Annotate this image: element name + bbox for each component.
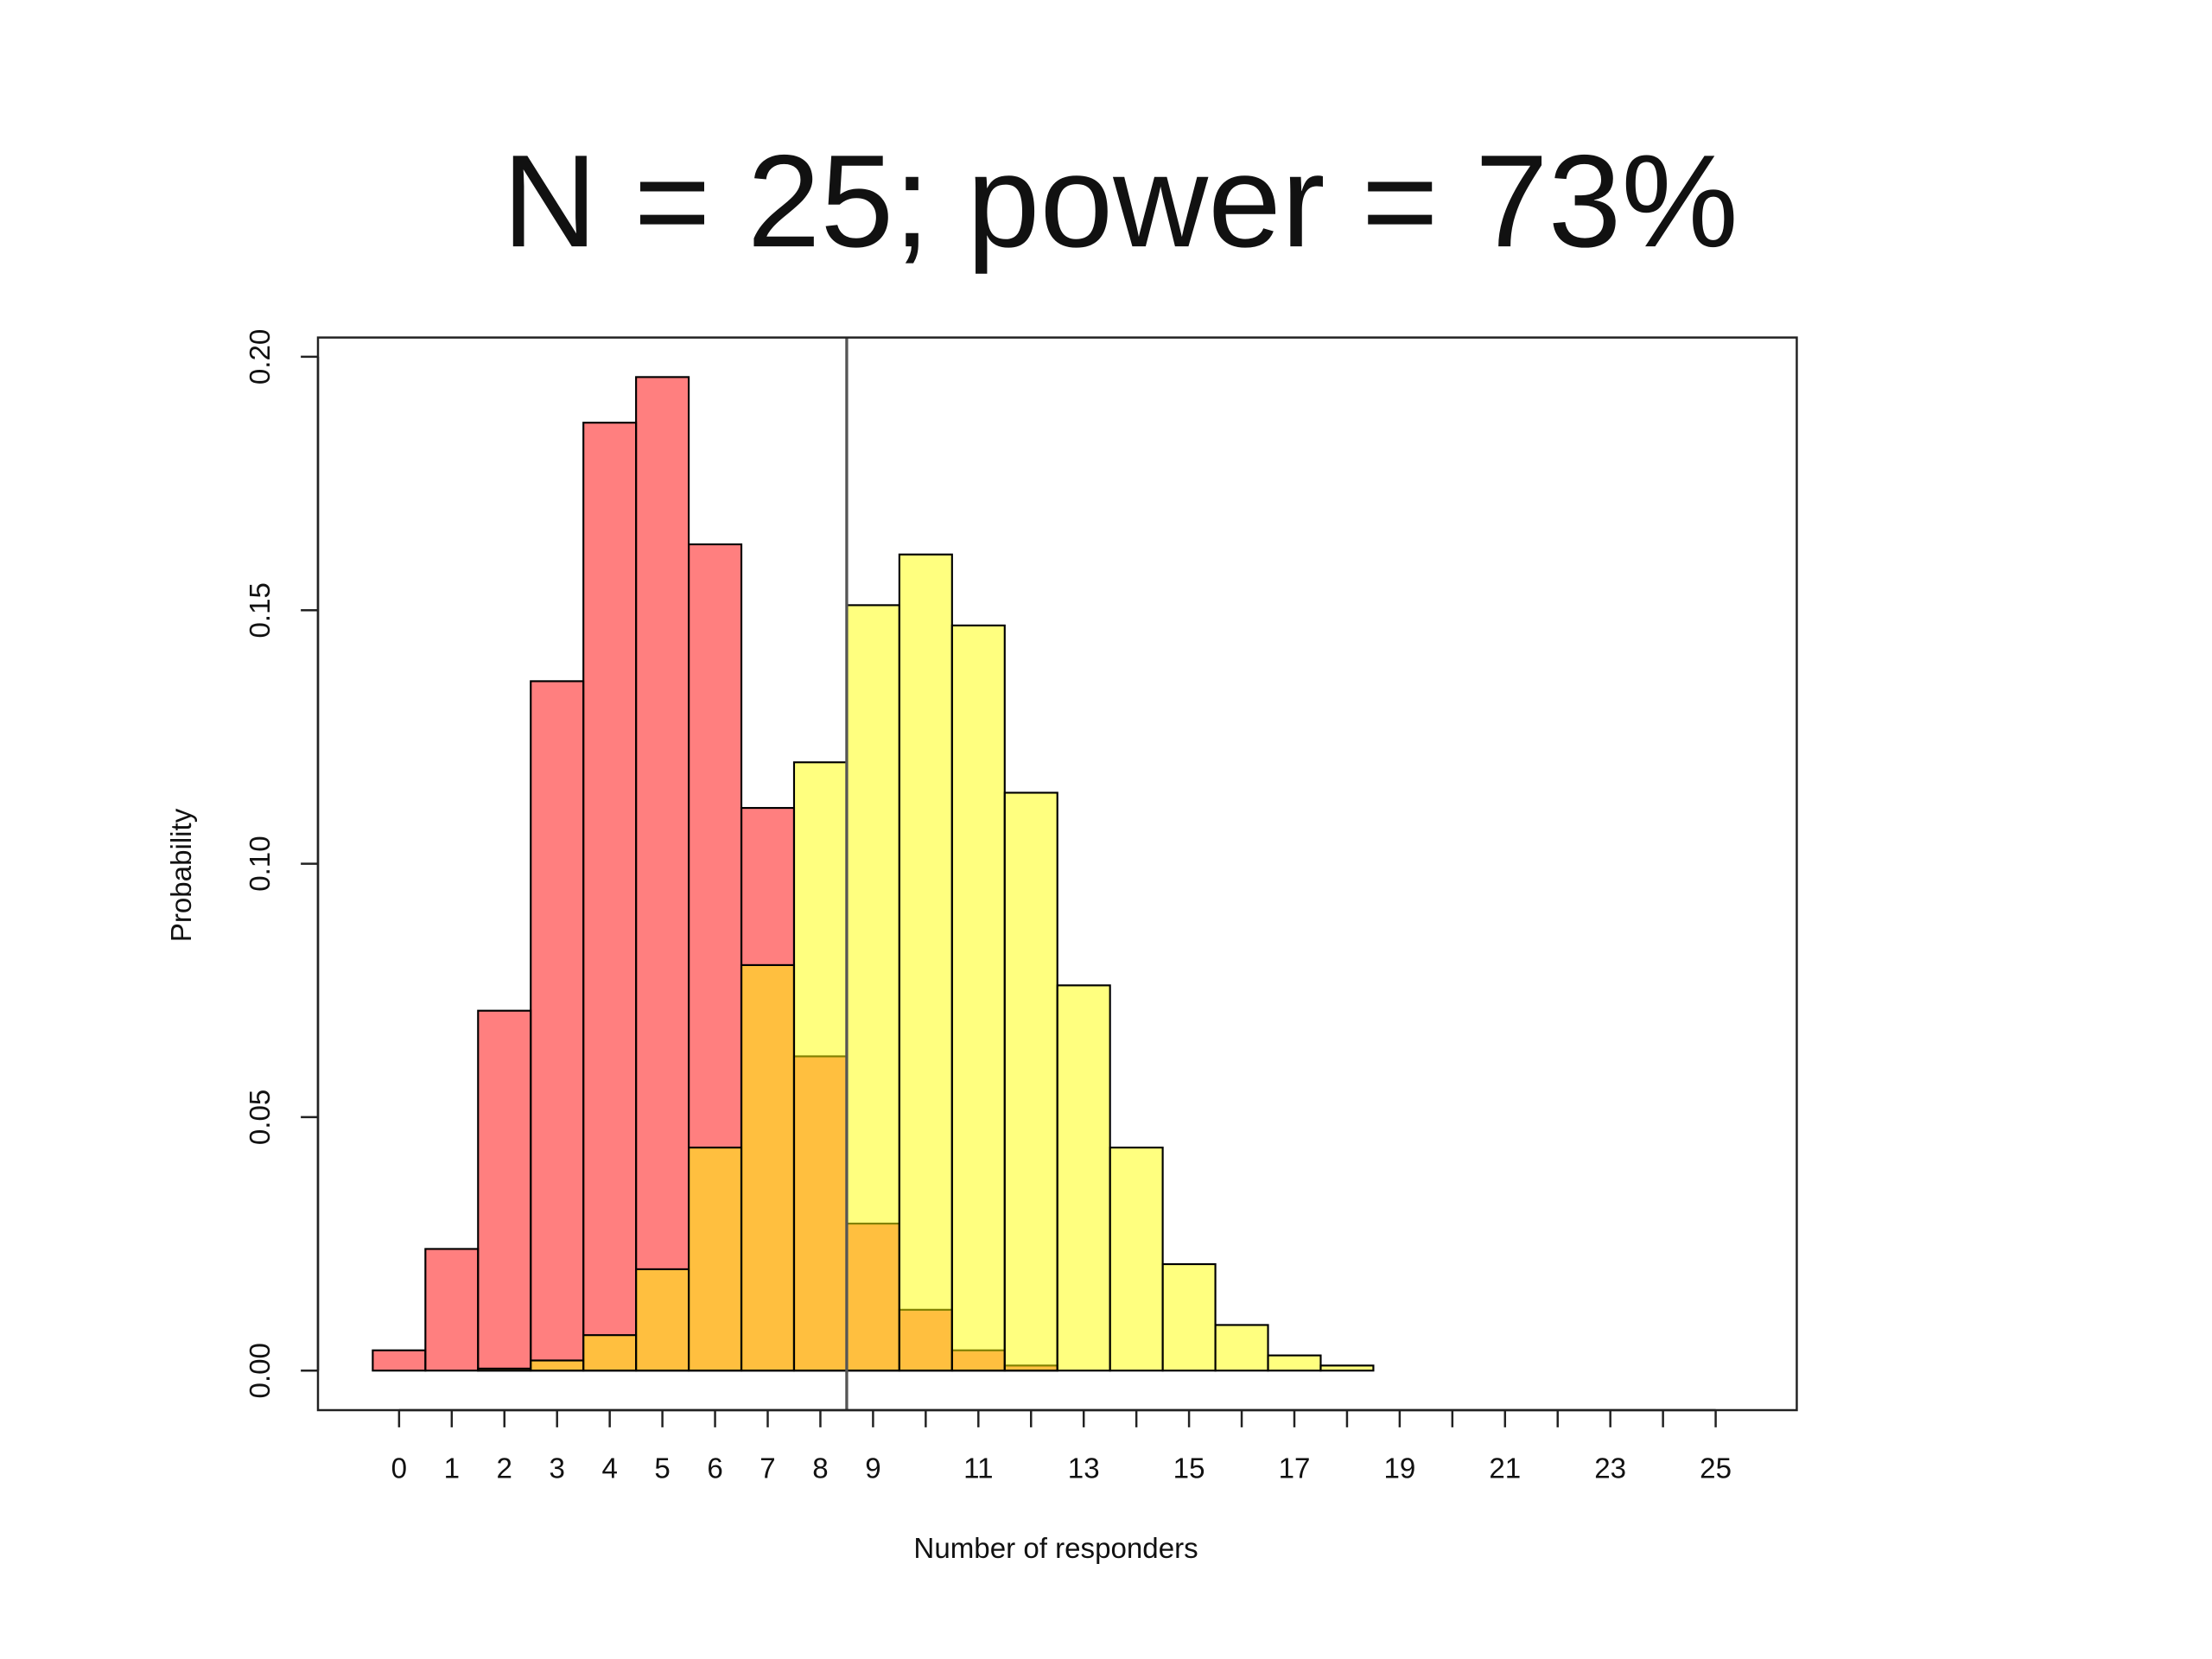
x-tick-label: 6 — [707, 1452, 722, 1484]
histogram-bar — [424, 1248, 480, 1372]
x-axis-label: Number of responders — [913, 1533, 1198, 1565]
histogram-bar — [1161, 1262, 1217, 1372]
x-tick-label: 11 — [963, 1452, 993, 1484]
x-tick-label: 2 — [497, 1452, 512, 1484]
x-tick-label: 23 — [1594, 1452, 1626, 1484]
histogram-bar — [792, 761, 849, 1372]
y-tick-label: 0.00 — [245, 1343, 276, 1398]
y-axis-label: Probability — [166, 808, 198, 942]
histogram-bar — [372, 1349, 427, 1372]
x-tick-label: 3 — [550, 1452, 565, 1484]
x-tick-label: 25 — [1700, 1452, 1732, 1484]
histogram-bar — [1003, 791, 1058, 1372]
x-tick-label: 17 — [1279, 1452, 1311, 1484]
histogram-bar — [950, 624, 1006, 1372]
histogram-bar — [1319, 1364, 1375, 1372]
histogram-bar — [635, 376, 690, 1372]
x-tick-label: 8 — [812, 1452, 828, 1484]
x-tick-label: 0 — [391, 1452, 407, 1484]
x-tick-label: 13 — [1068, 1452, 1100, 1484]
histogram-bar — [477, 1367, 532, 1372]
histogram-bar — [1109, 1147, 1164, 1372]
chart-title: N = 25; power = 73% — [502, 128, 1738, 275]
x-tick-label: 5 — [654, 1452, 670, 1484]
y-tick-label: 0.05 — [245, 1090, 276, 1145]
x-tick-label: 19 — [1383, 1452, 1415, 1484]
histogram-bar — [530, 1359, 585, 1372]
x-tick-label: 7 — [760, 1452, 775, 1484]
histogram-bar — [477, 1009, 532, 1372]
histogram-bar — [1056, 984, 1111, 1372]
y-tick-label: 0.15 — [245, 582, 276, 638]
histogram-bar — [635, 1268, 690, 1372]
histogram-bar — [1267, 1354, 1322, 1372]
x-tick-label: 4 — [601, 1452, 617, 1484]
x-tick-label: 1 — [444, 1452, 460, 1484]
histogram-bar — [582, 1334, 638, 1372]
histogram-bar — [845, 604, 900, 1372]
histogram-bar — [1214, 1324, 1269, 1372]
histogram-bar — [688, 1147, 743, 1372]
x-tick-label: 21 — [1489, 1452, 1521, 1484]
histogram-bar — [740, 963, 796, 1372]
y-tick-label: 0.10 — [245, 836, 276, 891]
histogram-bar — [582, 422, 638, 1372]
x-tick-label: 15 — [1173, 1452, 1205, 1484]
x-tick-label: 9 — [865, 1452, 880, 1484]
histogram-bar — [530, 680, 585, 1372]
y-tick-label: 0.20 — [245, 329, 276, 385]
histogram-bar — [898, 553, 953, 1372]
